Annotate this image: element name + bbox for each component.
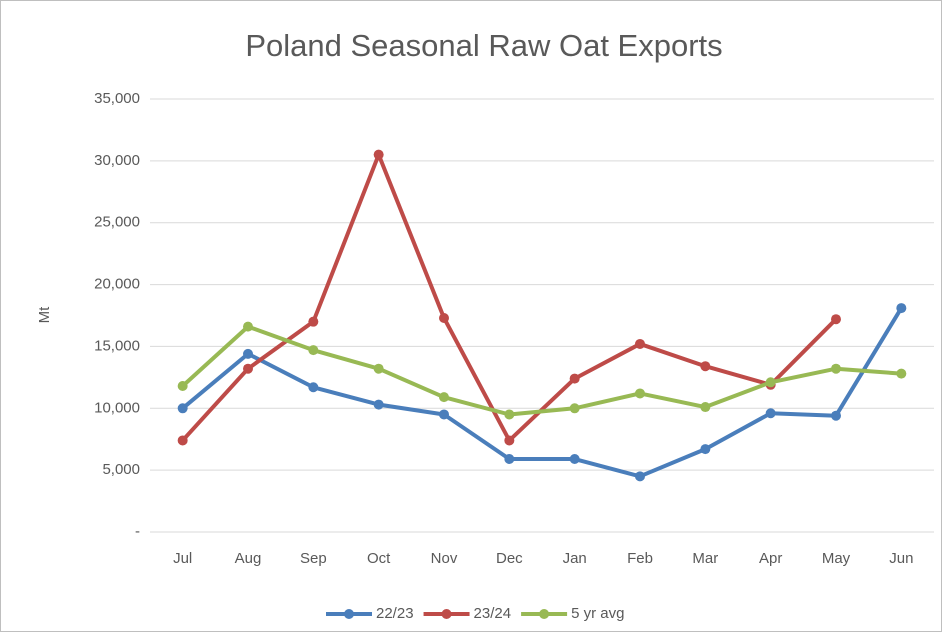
series-line: [180, 324, 904, 417]
data-point: [308, 345, 319, 356]
data-point: [635, 388, 645, 399]
data-point: [765, 408, 776, 419]
x-tick-label: Jul: [173, 550, 192, 567]
x-tick-label: Jan: [563, 550, 587, 567]
data-point: [373, 399, 384, 410]
y-tick-label: -: [135, 523, 140, 540]
data-point: [896, 303, 907, 314]
chart-title: Poland Seasonal Raw Oat Exports: [245, 28, 722, 63]
y-tick-label: 20,000: [94, 276, 140, 293]
y-tick-label: 25,000: [94, 214, 140, 231]
data-point: [765, 377, 776, 388]
data-point: [700, 361, 711, 372]
data-point: [439, 392, 449, 403]
y-tick-label: 35,000: [94, 90, 140, 107]
data-point: [831, 314, 841, 325]
x-tick-label: May: [822, 550, 851, 567]
data-point: [504, 435, 515, 446]
legend-marker: [539, 609, 550, 619]
x-tick-label: Dec: [496, 550, 523, 567]
data-point: [373, 363, 384, 374]
y-tick-label: 15,000: [94, 337, 140, 354]
x-tick-label: Jun: [889, 550, 913, 567]
data-point: [177, 381, 188, 392]
data-point: [896, 368, 907, 379]
legend-label: 22/23: [376, 605, 414, 622]
data-point: [831, 363, 841, 374]
data-point: [569, 454, 580, 465]
data-point: [504, 454, 515, 465]
y-tick-label: 5,000: [102, 461, 140, 478]
x-tick-label: Nov: [431, 550, 458, 567]
y-tick-label: 10,000: [94, 399, 140, 416]
legend-label: 5 yr avg: [571, 605, 624, 622]
x-tick-label: Mar: [692, 550, 718, 567]
legend-marker: [344, 609, 354, 619]
data-point: [308, 316, 319, 327]
data-point: [831, 410, 841, 421]
x-tick-label: Sep: [300, 550, 327, 567]
x-tick-label: Apr: [759, 550, 782, 567]
data-point: [439, 312, 449, 323]
data-point: [308, 382, 319, 393]
data-point: [243, 348, 253, 359]
data-point: [700, 444, 711, 455]
data-point: [439, 409, 449, 420]
series-line: [180, 306, 904, 479]
x-tick-label: Oct: [367, 550, 391, 567]
data-point: [504, 409, 515, 420]
x-tick-label: Feb: [627, 550, 653, 567]
data-point: [177, 403, 188, 414]
data-point: [177, 435, 188, 446]
data-point: [635, 471, 645, 482]
data-point: [569, 403, 580, 414]
data-point: [700, 402, 711, 413]
y-tick-label: 30,000: [94, 152, 140, 169]
data-point: [243, 321, 253, 332]
data-point: [569, 373, 580, 384]
data-point: [373, 149, 384, 160]
data-point: [243, 363, 253, 374]
legend-label: 23/24: [474, 605, 512, 622]
legend-marker: [441, 609, 452, 619]
data-point: [635, 338, 645, 349]
y-axis-label: Mt: [36, 306, 53, 323]
x-tick-label: Aug: [235, 550, 262, 567]
